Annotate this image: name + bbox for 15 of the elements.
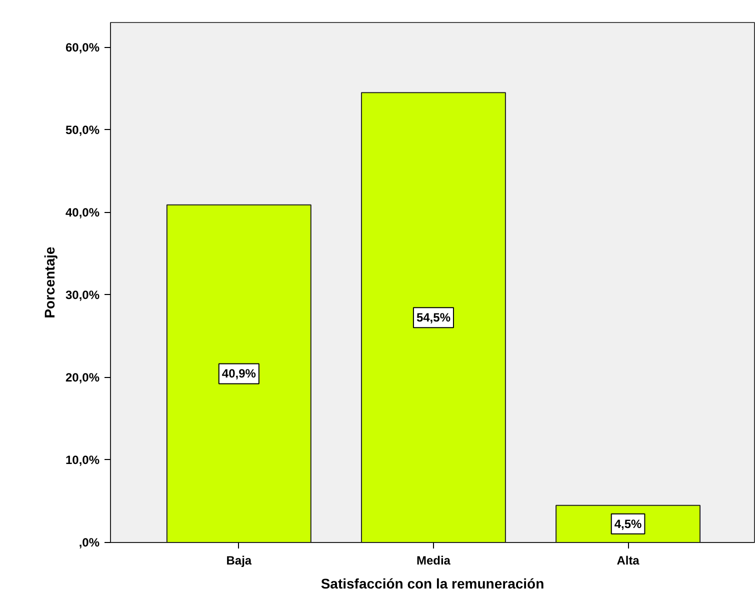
y-tick-label: 40,0%	[65, 205, 100, 220]
y-tick-label: 50,0%	[65, 122, 100, 137]
data-label: 40,9%	[222, 366, 256, 381]
y-axis-title: Porcentaje	[41, 246, 58, 318]
y-tick-label: 10,0%	[65, 452, 100, 467]
y-tick-label: 60,0%	[65, 40, 100, 54]
data-label: 54,5%	[416, 310, 451, 325]
x-axis-title: Satisfacción con la remuneración	[320, 576, 544, 592]
y-tick-label: ,0%	[78, 536, 100, 550]
x-tick-label: Alta	[616, 554, 640, 568]
y-tick-label: 20,0%	[65, 370, 100, 384]
x-tick-label: Baja	[226, 554, 252, 568]
y-tick-label: 30,0%	[65, 288, 100, 302]
x-tick-label: Media	[416, 554, 451, 568]
data-label: 4,5%	[614, 516, 642, 531]
